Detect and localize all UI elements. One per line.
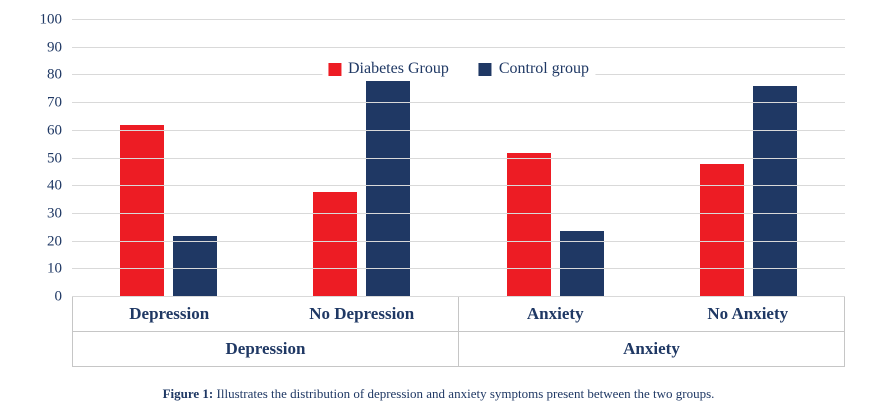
gridline bbox=[72, 157, 845, 159]
category-axis: Depression No Depression Anxiety No Anxiety… bbox=[72, 297, 845, 367]
y-tick-label: 90 bbox=[47, 39, 62, 56]
bar-cluster bbox=[652, 86, 845, 297]
y-tick-label: 30 bbox=[47, 205, 62, 222]
gridline bbox=[72, 268, 845, 270]
group-label: Anxiety bbox=[623, 339, 680, 358]
bar-series-container bbox=[72, 20, 845, 297]
legend-swatch-icon bbox=[327, 62, 341, 76]
y-tick-label: 80 bbox=[47, 66, 62, 83]
y-tick-label: 60 bbox=[47, 122, 62, 139]
bar-control-group bbox=[559, 230, 604, 297]
bar-control-group bbox=[752, 86, 797, 297]
category-label: Anxiety bbox=[526, 304, 584, 323]
bar-cluster bbox=[265, 80, 458, 297]
y-tick-label: 20 bbox=[47, 233, 62, 250]
legend-label: Diabetes Group bbox=[347, 60, 449, 77]
gridline bbox=[72, 185, 845, 187]
y-tick-label: 50 bbox=[47, 150, 62, 166]
bar-control-group bbox=[173, 236, 218, 297]
gridline bbox=[72, 212, 845, 214]
gridline bbox=[72, 129, 845, 131]
group-label-row: Depression Anxiety bbox=[73, 332, 844, 367]
legend-item: Control group bbox=[478, 60, 590, 78]
category-label: No Anxiety bbox=[707, 304, 789, 323]
caption-prefix: Figure 1: bbox=[162, 386, 214, 401]
bar-diabetes-group bbox=[120, 125, 165, 297]
y-tick-label: 40 bbox=[47, 177, 62, 194]
legend-swatch-icon bbox=[478, 62, 492, 76]
bar-cluster bbox=[72, 125, 265, 297]
gridline bbox=[72, 19, 845, 20]
y-tick-label: 100 bbox=[39, 11, 63, 28]
figure-caption: Figure 1: Illustrates the distribution o… bbox=[0, 386, 877, 402]
bar-diabetes-group bbox=[506, 152, 551, 297]
bar-control-group bbox=[366, 80, 411, 297]
gridline bbox=[72, 102, 845, 104]
category-label: No Depression bbox=[266, 297, 459, 331]
y-axis: 0 10 20 30 40 50 60 70 80 90 100 bbox=[0, 12, 63, 304]
bar-diabetes-group bbox=[313, 191, 358, 297]
legend: Diabetes Group Control group bbox=[321, 60, 596, 78]
legend-item: Diabetes Group bbox=[327, 60, 449, 78]
gridline bbox=[72, 296, 845, 297]
y-tick-label: 0 bbox=[54, 288, 63, 305]
bar-diabetes-group bbox=[699, 164, 744, 297]
plot-area: Diabetes Group Control group bbox=[72, 19, 845, 297]
bar-cluster bbox=[459, 152, 652, 297]
group-label: Depression bbox=[73, 332, 459, 366]
caption-text: Illustrates the distribution of depressi… bbox=[216, 386, 715, 401]
y-tick-label: 10 bbox=[47, 260, 62, 277]
gridline bbox=[72, 46, 845, 48]
y-tick-label: 70 bbox=[47, 94, 62, 111]
gridline bbox=[72, 240, 845, 242]
legend-label: Control group bbox=[498, 60, 590, 77]
category-label-row: Depression No Depression Anxiety No Anxiety bbox=[73, 297, 844, 332]
category-label: Depression bbox=[129, 304, 210, 323]
